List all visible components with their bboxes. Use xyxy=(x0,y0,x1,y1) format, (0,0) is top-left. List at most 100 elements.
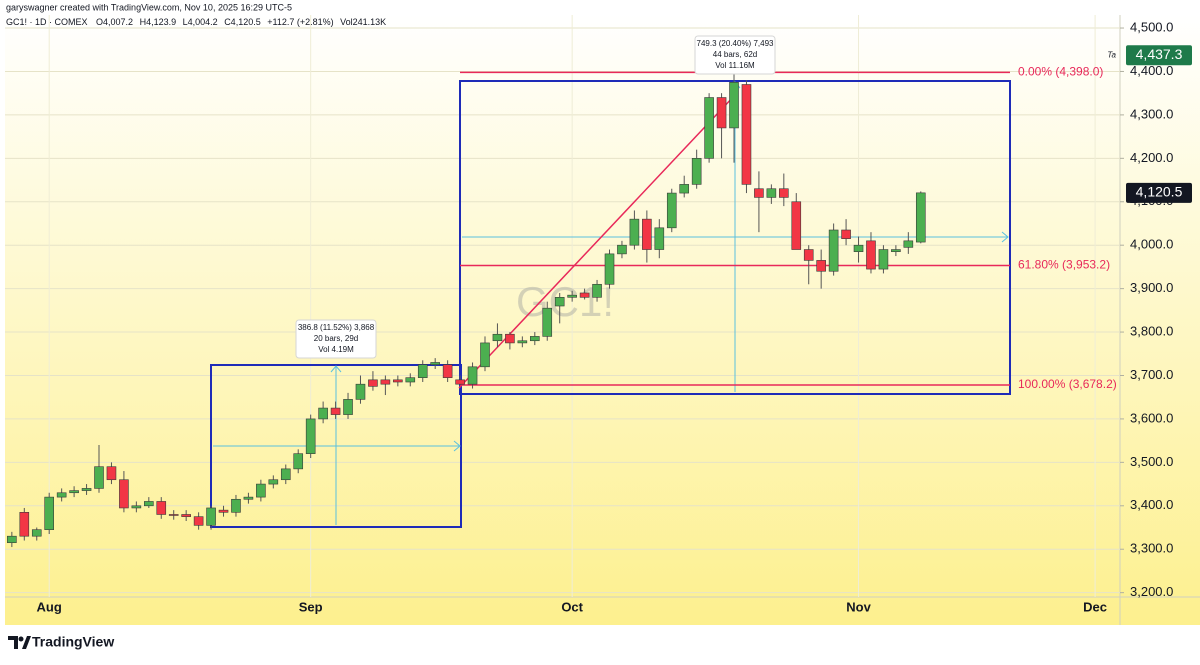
measure-box xyxy=(210,364,462,528)
candle-body xyxy=(741,84,752,185)
candle-body xyxy=(181,514,191,517)
candle-body xyxy=(131,505,142,509)
x-tick-label: Oct xyxy=(561,599,583,614)
candle-body xyxy=(218,509,229,513)
candle-body xyxy=(343,399,353,415)
plot-background xyxy=(5,15,1200,625)
candle-body xyxy=(816,260,826,272)
candle-body xyxy=(492,333,503,342)
measure-label: Vol 11.16M xyxy=(715,61,755,70)
candle-body xyxy=(853,244,864,253)
candle-body xyxy=(231,498,241,513)
candle-body xyxy=(168,514,179,516)
candle-body xyxy=(305,418,316,454)
x-tick-label: Aug xyxy=(37,599,62,614)
candle-body xyxy=(629,218,640,246)
candle-body xyxy=(554,297,565,307)
candle-body xyxy=(878,249,889,270)
candle-body xyxy=(256,483,266,498)
x-tick-label: Dec xyxy=(1083,599,1107,614)
candle-body xyxy=(579,292,590,298)
measure-label: 44 bars, 62d xyxy=(713,50,757,59)
y-tick-label: 3,300.0 xyxy=(1130,541,1173,556)
last-price-label: 4,120.5 xyxy=(1136,184,1183,200)
y-tick-label: 3,900.0 xyxy=(1130,280,1173,295)
candle-body xyxy=(106,466,117,481)
candle-body xyxy=(81,488,92,491)
candle-body xyxy=(44,496,55,530)
trend-line xyxy=(458,94,736,389)
candle-body xyxy=(280,468,291,481)
candle-body xyxy=(542,307,553,337)
candle-body xyxy=(716,97,727,129)
logo-text: TradingView xyxy=(32,634,114,650)
y-tick-label: 3,800.0 xyxy=(1130,323,1173,338)
measure-arrow xyxy=(330,365,461,452)
price-marker xyxy=(1126,45,1192,66)
candle-body xyxy=(405,377,416,383)
candle-body xyxy=(791,201,802,250)
y-tick-label: 3,200.0 xyxy=(1130,584,1173,599)
candle-body xyxy=(766,188,777,198)
candle-body xyxy=(368,379,378,387)
y-tick-label: 3,500.0 xyxy=(1130,454,1173,469)
measure-label: 20 bars, 29d xyxy=(314,334,358,343)
y-tick-label: 4,300.0 xyxy=(1130,106,1173,121)
candle-body xyxy=(866,240,876,270)
y-tick-label: 4,400.0 xyxy=(1130,63,1173,78)
candle-body xyxy=(803,249,814,261)
candle-body xyxy=(355,383,366,400)
candle-body xyxy=(828,229,839,272)
candle-body xyxy=(480,342,490,368)
candle-body xyxy=(56,492,67,498)
candle-body xyxy=(517,340,528,344)
y-tick-label: 4,200.0 xyxy=(1130,150,1173,165)
candle-body xyxy=(642,218,652,250)
x-tick-label: Nov xyxy=(846,599,871,614)
y-tick-label: 4,500.0 xyxy=(1130,19,1173,34)
candle-body xyxy=(691,158,702,185)
candle-body xyxy=(841,229,851,239)
candle-body xyxy=(380,379,391,385)
x-tick-label: Sep xyxy=(299,599,323,614)
y-tick-label: 4,000.0 xyxy=(1130,237,1173,252)
measure-label-box xyxy=(295,319,377,359)
candle-body xyxy=(7,535,17,544)
candle-body xyxy=(69,490,79,494)
candle-body xyxy=(666,192,677,229)
price-marker-tag: Ta xyxy=(1107,50,1116,59)
fib-label: 100.00% (3,678.2) xyxy=(1018,377,1117,391)
candle-body xyxy=(293,453,304,470)
candle-body xyxy=(193,516,204,526)
candle-body xyxy=(915,192,926,243)
candle-body xyxy=(654,227,665,250)
y-tick-label: 3,600.0 xyxy=(1130,410,1173,425)
candle-body xyxy=(617,244,627,255)
candle-body xyxy=(903,240,914,248)
candle-body xyxy=(243,496,254,500)
candle-body xyxy=(604,253,615,285)
fib-label: 0.00% (4,398.0) xyxy=(1018,65,1103,79)
candle-body xyxy=(318,407,328,420)
candle-body xyxy=(268,479,279,485)
candle-body xyxy=(31,529,42,537)
measure-box xyxy=(459,80,1011,395)
candle-body xyxy=(891,249,901,253)
candle-body xyxy=(679,184,690,194)
candle-body xyxy=(94,466,104,489)
price-marker-label: 4,437.3 xyxy=(1136,46,1183,62)
attribution: garyswagner created with TradingView.com… xyxy=(6,2,292,12)
candle-body xyxy=(206,507,216,526)
candle-body xyxy=(417,364,428,378)
candle-body xyxy=(430,362,440,365)
measure-label: 749.3 (20.40%) 7,493 xyxy=(697,39,774,48)
y-tick-label: 3,700.0 xyxy=(1130,367,1173,382)
candle-body xyxy=(393,379,403,383)
candle-body xyxy=(704,97,714,159)
candle-body xyxy=(505,333,515,344)
fib-label: 61.80% (3,953.2) xyxy=(1018,258,1110,272)
legend-symbol: GC1! · 1D · COMEX O4,007.2 H4,123.9 L4,0… xyxy=(6,17,386,27)
candle-body xyxy=(729,82,739,129)
candle-body xyxy=(592,283,602,298)
